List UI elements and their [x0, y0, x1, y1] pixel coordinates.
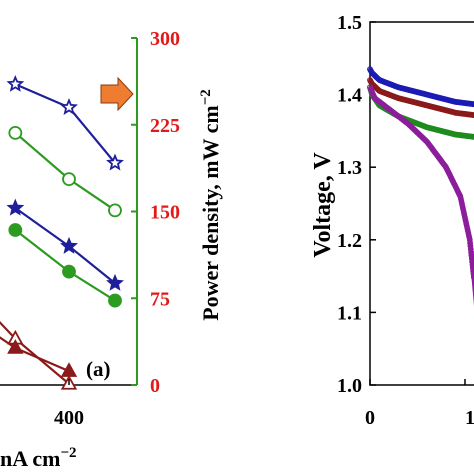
voltage-line [367, 86, 474, 307]
voltage-point [469, 261, 474, 268]
voltage-point [467, 240, 474, 246]
data-point [108, 293, 122, 308]
y2-tick-label: 225 [150, 115, 180, 137]
voltage-point [467, 243, 474, 249]
orange-arrow-icon [100, 76, 134, 112]
panel-a-label: (a) [86, 357, 111, 381]
x-unit-text: nA cm [0, 446, 61, 471]
y-tick-label: 1.1 [337, 302, 362, 324]
data-point [62, 264, 76, 279]
series-2 [6, 198, 124, 291]
panel-a-series [0, 74, 124, 390]
series-1 [8, 125, 122, 218]
y-tick-label: 1.2 [337, 230, 362, 252]
panel-a-y2-label: Power density, mW cm−2 [198, 89, 223, 321]
panel-a-x-ticks: 400 [54, 379, 84, 429]
x-tick-label: 100 [465, 407, 474, 429]
voltage-series-0 [367, 66, 474, 108]
panel-right-frame [369, 21, 474, 386]
voltage-point [466, 234, 473, 241]
x-tick-label: 400 [54, 407, 84, 429]
series-0 [6, 74, 124, 171]
voltage-point [469, 258, 474, 265]
series-line [14, 229, 116, 302]
data-point [62, 172, 76, 187]
panel-a-y2-ticks: 0 75 150 225 300 [131, 28, 180, 397]
voltage-point [467, 246, 474, 253]
data-point [8, 223, 23, 237]
voltage-point [466, 236, 473, 243]
series-line [14, 83, 116, 164]
x-tick-label: 0 [365, 407, 375, 429]
series-3 [8, 223, 122, 308]
data-point [106, 273, 124, 291]
data-point [106, 153, 124, 171]
panel-right-x-ticks: 0 100 [365, 379, 474, 429]
data-point [7, 339, 24, 354]
data-point [8, 125, 23, 140]
voltage-series-1 [367, 77, 474, 118]
y-tick-label: 1.5 [337, 12, 362, 34]
x-unit-exponent: −2 [61, 445, 77, 461]
y2-tick-label: 75 [150, 288, 170, 310]
voltage-point [470, 268, 474, 274]
y2-label-text: Power density, mW cm [198, 105, 223, 321]
y2-tick-label: 0 [150, 375, 160, 397]
series-5 [0, 336, 78, 377]
panel-right-y-label: Voltage, V [310, 152, 336, 258]
data-point [60, 362, 78, 377]
y-tick-label: 1.0 [337, 375, 362, 397]
y2-tick-label: 300 [150, 28, 180, 50]
data-point [108, 203, 122, 218]
panel-right-series [367, 66, 474, 307]
data-point [60, 236, 78, 254]
y-tick-label: 1.4 [337, 85, 362, 107]
y2-label-exponent: −2 [198, 89, 214, 105]
panel-a-x-unit: nA cm−2 [0, 445, 77, 471]
y-tick-label: 1.3 [337, 157, 362, 179]
panel-right: 1.0 1.1 1.2 1.3 1.4 1.5 0 100 Voltage, V [310, 12, 474, 429]
panel-right-y-ticks: 1.0 1.1 1.2 1.3 1.4 1.5 [337, 12, 376, 397]
voltage-point [468, 255, 474, 262]
y2-tick-label: 150 [150, 202, 180, 224]
data-point [6, 198, 25, 216]
voltage-point [469, 264, 474, 271]
data-point [6, 74, 25, 92]
panel-a: 0 75 150 225 300 400 (a) Power density, mW c… [0, 28, 223, 471]
data-point [60, 98, 78, 116]
voltage-series-3 [367, 84, 474, 307]
